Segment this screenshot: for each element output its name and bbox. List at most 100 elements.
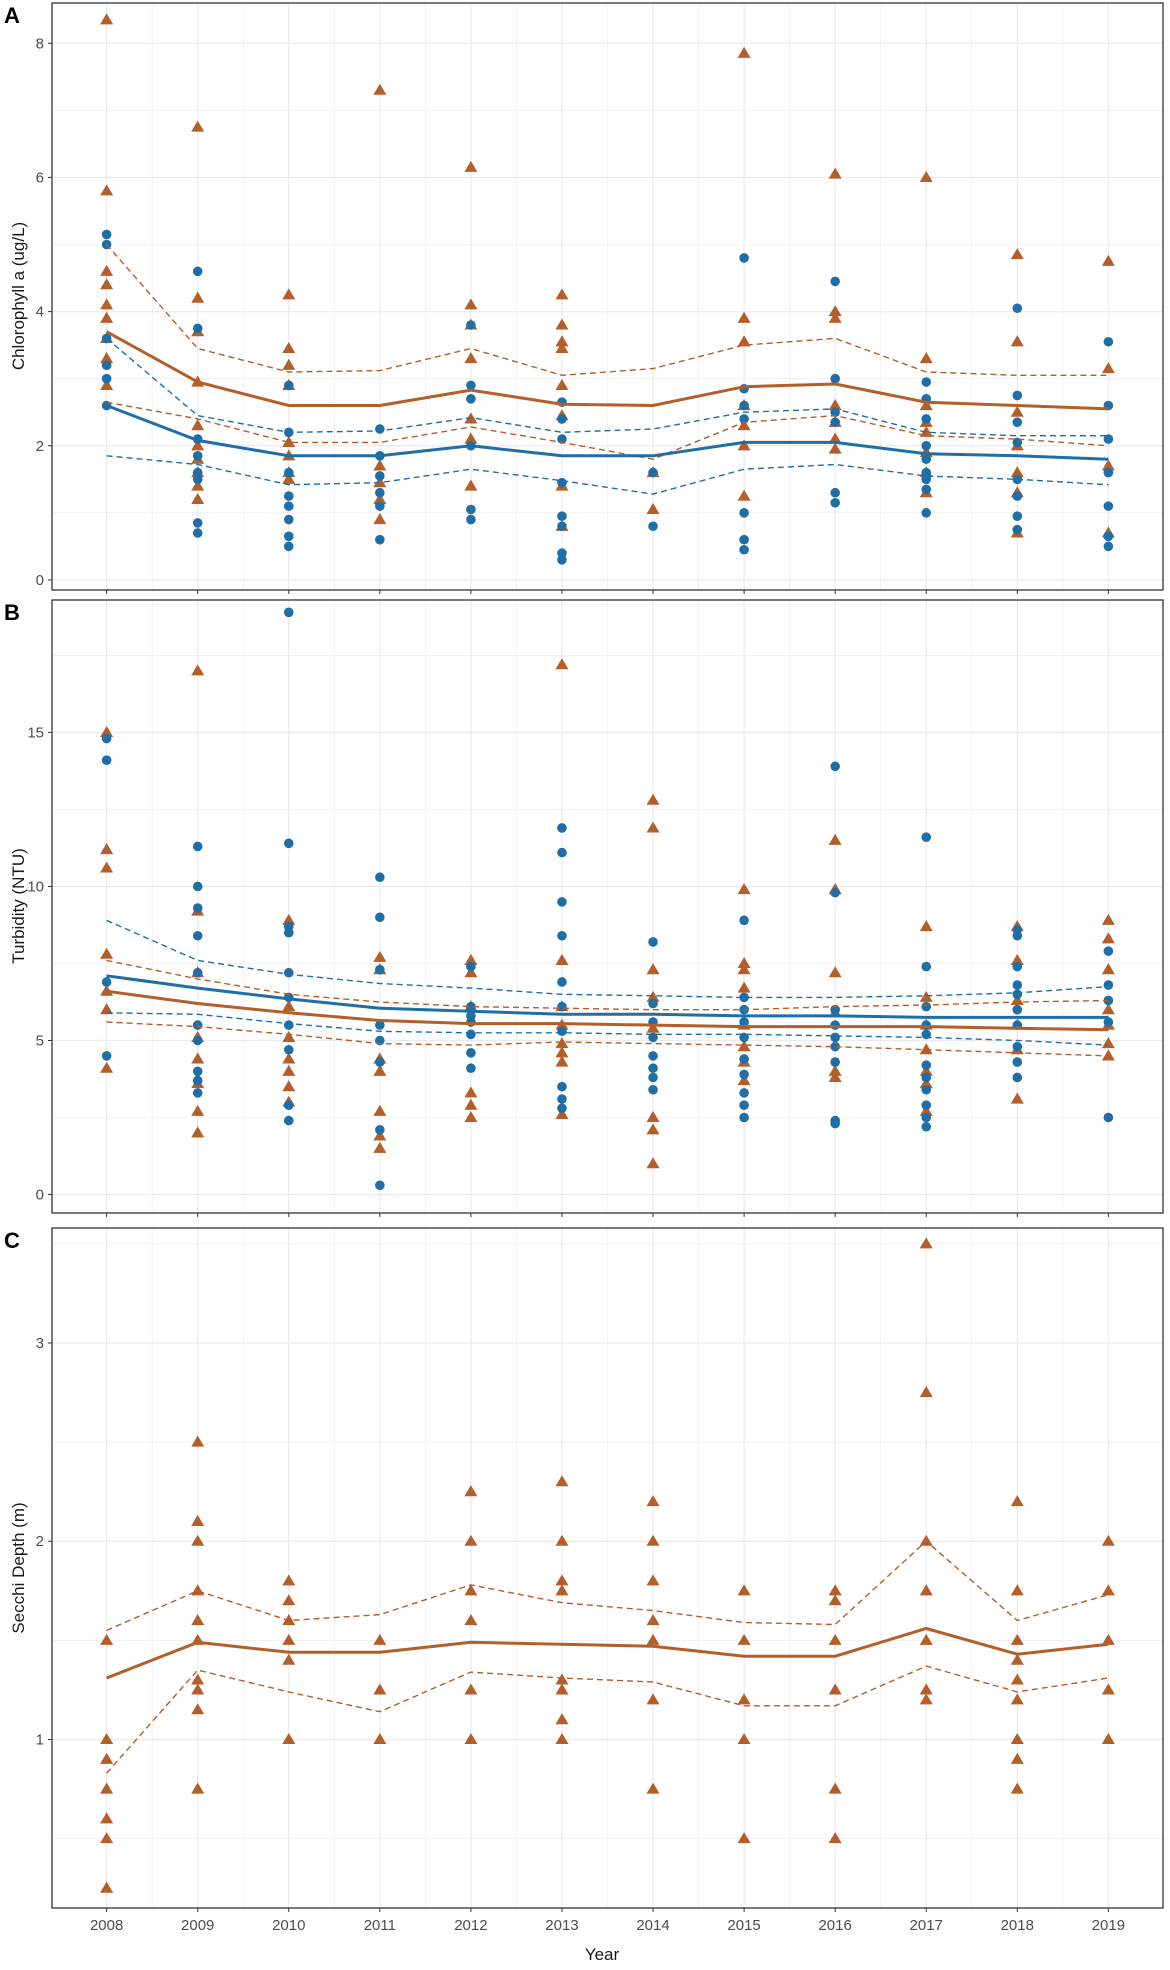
point-triangle — [555, 1574, 569, 1586]
point-triangle — [919, 1534, 933, 1546]
point-triangle — [1101, 932, 1115, 944]
point-circle — [192, 474, 203, 485]
point-circle — [830, 417, 840, 428]
x-tick-label: 2009 — [181, 1917, 214, 1934]
y-tick-label: 15 — [27, 724, 44, 741]
point-circle — [921, 467, 932, 478]
point-circle — [1012, 1004, 1023, 1015]
point-triangle — [646, 1782, 660, 1794]
point-circle — [557, 1001, 567, 1012]
point-triangle — [1101, 1584, 1115, 1596]
point-circle — [921, 1072, 932, 1083]
point-triangle — [1010, 1673, 1024, 1685]
point-triangle — [464, 1534, 478, 1546]
point-triangle — [191, 291, 205, 303]
point-triangle — [464, 479, 478, 491]
point-circle — [921, 1001, 932, 1012]
point-triangle — [191, 1514, 205, 1526]
point-triangle — [100, 947, 114, 959]
point-circle — [1012, 524, 1023, 535]
point-triangle — [828, 399, 842, 411]
point-triangle — [282, 435, 296, 447]
point-circle — [921, 484, 932, 495]
panel-b: 0 5 10 15 Turbidity (NTU) B — [4, 599, 1164, 1217]
point-triangle — [919, 1104, 933, 1116]
point-triangle — [555, 1475, 569, 1487]
point-circle — [283, 1020, 294, 1030]
point-circle — [192, 1035, 203, 1046]
point-triangle — [191, 120, 205, 132]
point-triangle — [828, 1594, 842, 1606]
plot-frame — [51, 599, 1164, 1214]
point-triangle — [100, 1732, 114, 1745]
ci-lower-line — [106, 401, 1109, 460]
point-triangle — [282, 1052, 296, 1064]
point-circle — [1012, 1057, 1023, 1067]
point-triangle — [282, 1030, 296, 1042]
y-tick-label: 8 — [36, 35, 44, 52]
point-triangle — [737, 1074, 751, 1086]
point-circle — [921, 1029, 932, 1040]
point-circle — [557, 434, 567, 444]
point-circle — [830, 1041, 840, 1052]
point-circle — [101, 373, 112, 384]
point-triangle — [919, 1584, 933, 1596]
point-triangle — [373, 1129, 387, 1141]
point-triangle — [828, 1683, 842, 1695]
point-circle — [739, 534, 749, 545]
point-triangle — [100, 1782, 114, 1794]
point-triangle — [100, 1881, 114, 1893]
point-circle — [1103, 467, 1114, 478]
point-circle — [375, 872, 385, 883]
point-triangle — [1101, 1683, 1115, 1695]
point-circle — [557, 1026, 567, 1037]
point-circle — [648, 1051, 658, 1061]
point-circle — [192, 518, 203, 528]
trend-line — [105, 330, 1109, 411]
y-tick-label: 2 — [36, 438, 44, 455]
ci-lower-line — [106, 455, 1109, 495]
point-circle — [739, 1069, 749, 1080]
panel-letter: C — [4, 1228, 20, 1253]
point-circle — [830, 487, 840, 498]
point-triangle — [555, 1534, 569, 1546]
point-triangle — [1010, 335, 1024, 347]
point-circle — [1012, 417, 1023, 428]
point-circle — [830, 1057, 840, 1067]
point-triangle — [1010, 1495, 1024, 1507]
point-triangle — [1010, 1732, 1024, 1745]
point-triangle — [373, 950, 387, 962]
point-triangle — [646, 1111, 660, 1123]
point-triangle — [737, 1732, 751, 1745]
point-triangle — [1101, 1732, 1115, 1745]
point-triangle — [737, 489, 751, 501]
point-circle — [557, 548, 567, 558]
point-circle — [466, 504, 476, 515]
point-triangle — [737, 956, 751, 969]
point-triangle — [646, 1495, 660, 1507]
point-circle — [283, 380, 294, 391]
point-circle — [739, 992, 749, 1003]
point-triangle — [555, 1683, 569, 1695]
point-triangle — [555, 953, 569, 965]
point-circle — [283, 491, 294, 501]
point-circle — [466, 380, 476, 391]
point-triangle — [373, 83, 387, 95]
point-circle — [648, 937, 658, 947]
point-triangle — [737, 1633, 751, 1645]
point-triangle — [282, 1594, 296, 1606]
x-tick-label: 2014 — [636, 1917, 669, 1934]
point-triangle — [737, 883, 751, 895]
point-triangle — [919, 1683, 933, 1695]
point-circle — [1012, 511, 1023, 522]
point-circle — [739, 1100, 749, 1110]
point-triangle — [737, 1040, 751, 1052]
point-triangle — [100, 184, 114, 196]
point-triangle — [373, 1732, 387, 1745]
point-circle — [101, 229, 112, 240]
point-circle — [283, 1115, 294, 1126]
point-circle — [466, 1001, 476, 1012]
point-triangle — [828, 311, 842, 323]
point-triangle — [282, 288, 296, 300]
point-circle — [739, 1017, 749, 1027]
